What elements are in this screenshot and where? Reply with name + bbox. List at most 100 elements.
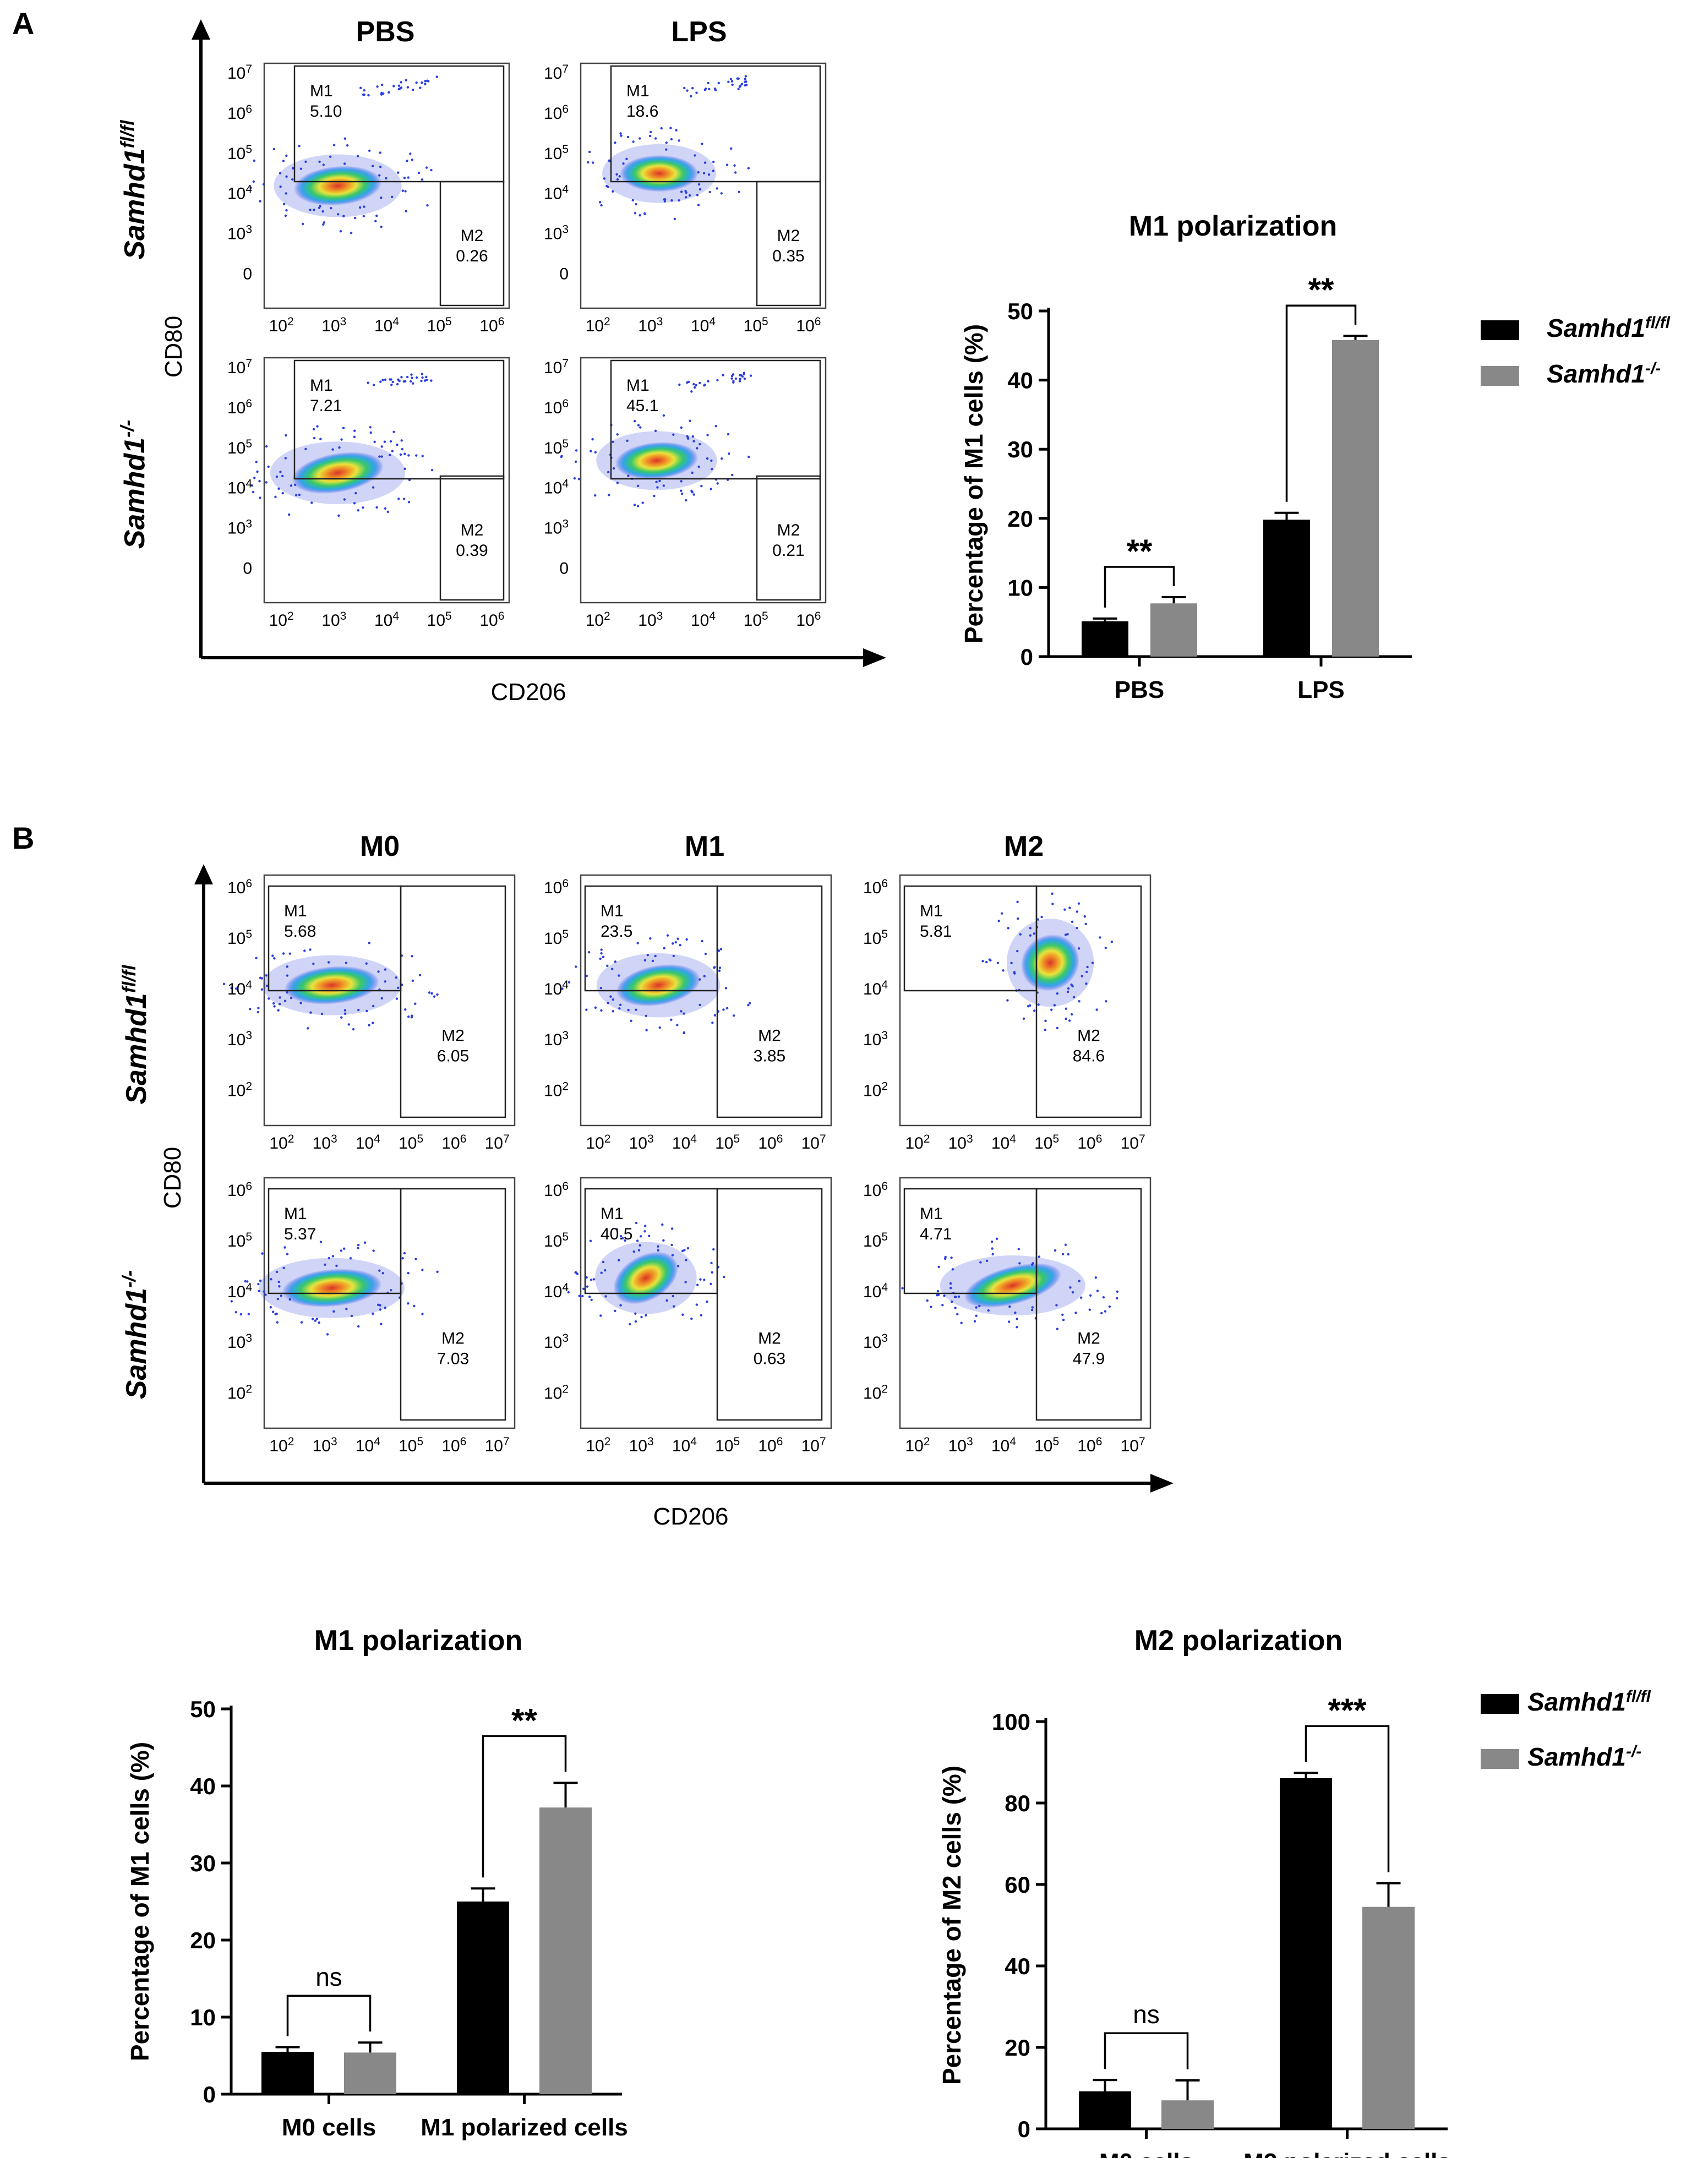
event-dot [594,494,597,497]
event-dot [734,377,738,380]
event-dot [643,1230,646,1233]
event-dot [662,1239,665,1242]
event-dot [230,987,233,990]
event-dot [672,954,675,958]
event-dot [406,160,408,162]
event-dot [425,166,428,169]
event-dot [685,938,688,941]
event-dot [276,1297,280,1301]
event-dot [594,451,597,454]
x-tick-label: 105 [744,610,768,630]
x-tick-label: 103 [948,1133,973,1153]
event-dot [685,499,687,502]
gate-m1-value: 23.5 [601,922,632,941]
gate-m2 [439,475,505,601]
event-dot [1064,1243,1067,1246]
event-dot [258,1290,260,1292]
event-dot [1068,906,1071,909]
flow-cytometry-plots: M1 5.10 M2 0.26 102 103 104 105 106 107 106 105 104 1… [222,62,1152,1456]
event-dot [290,997,293,999]
event-dot [670,199,673,202]
gate-m2-value: 6.05 [437,1047,469,1065]
gate-m2 [400,885,506,1118]
panel-label-a: A [12,6,34,41]
event-dot [322,223,325,226]
y-tick-label: 30 [1007,436,1033,462]
event-dot [699,1003,701,1007]
event-dot [748,1002,751,1004]
gate-m2 [439,181,505,307]
event-dot [320,1012,324,1015]
event-dot [666,934,669,937]
event-dot [336,213,340,216]
event-dot [1030,1308,1034,1312]
x-tick-label: 103 [638,610,663,630]
event-dot [417,171,421,174]
event-dot [658,479,661,483]
plot-frame [580,357,827,604]
event-dot [691,471,694,474]
event-dot [603,1269,607,1272]
event-dot [619,1304,622,1307]
event-dot [277,1009,280,1012]
event-dot [710,459,713,462]
x-tick-label: 107 [1121,1133,1145,1153]
gate-m1-label: M1 [920,902,943,920]
event-dot [603,177,606,180]
event-dot [1065,1017,1067,1020]
event-dot [1116,1297,1118,1300]
event-dot [265,974,268,977]
y-tick-label: 40 [1007,368,1033,394]
event-dot [673,217,676,220]
event-dot [280,1294,282,1297]
event-dot [730,377,733,380]
y-tick-label: 107 [227,357,252,377]
x-tick-label: 104 [374,610,399,630]
event-dot [723,1275,725,1279]
event-dot [250,484,253,487]
event-dot [730,147,733,150]
event-dot [274,1313,277,1315]
event-dot [619,1003,622,1007]
event-dot [407,501,411,504]
event-dot [749,374,752,377]
event-dot [697,465,700,468]
event-dot [618,175,621,178]
y-tick-label: 0 [1021,644,1033,670]
event-dot [585,975,588,977]
legend-top: Samhd1fl/fl Samhd1-/- [1481,314,1671,388]
event-dot [598,201,602,204]
event-dot [697,171,700,174]
event-dot [354,491,357,495]
event-dot [690,95,692,98]
event-dot [600,1271,603,1274]
event-dot [1016,949,1019,953]
event-dot [712,160,715,163]
bar-fl [1079,2091,1131,2129]
event-dot [396,986,400,990]
event-dot [711,1271,713,1274]
y-tick-label: 50 [190,1696,216,1722]
event-dot [290,484,293,487]
event-dot [636,942,639,944]
event-dot [703,384,706,387]
event-dot [575,449,578,452]
x-tick-label: 103 [948,1435,973,1456]
event-dot [734,171,737,174]
event-dot [1078,1000,1081,1003]
event-dot [353,429,356,432]
event-dot [1019,933,1022,936]
event-dot [627,474,630,477]
event-dot [398,87,401,90]
event-dot [375,214,378,217]
gate-m1-value: 4.71 [920,1225,952,1243]
event-dot [400,439,403,442]
event-dot [421,373,424,375]
event-dot [430,168,433,172]
population-density [292,452,384,494]
event-dot [567,1291,570,1294]
event-dot [585,1276,588,1279]
event-dot [401,189,404,192]
event-dot [612,1010,614,1013]
event-dot [356,155,359,157]
